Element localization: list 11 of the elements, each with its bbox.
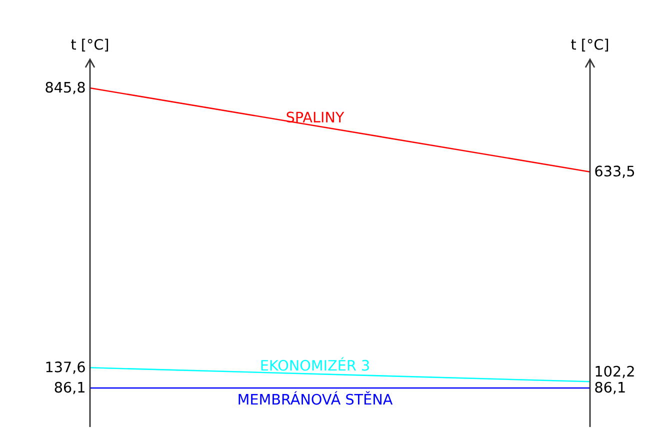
- data-label: 86,1: [595, 382, 625, 394]
- data-label: 845,8: [46, 82, 85, 94]
- data-label: 137,6: [46, 362, 85, 374]
- series-label: MEMBRÁNOVÁ STĚNA: [238, 391, 393, 405]
- data-label: 102,2: [596, 366, 634, 378]
- y2-axis-title: t [°C]: [571, 38, 608, 52]
- y-axis-title: t [°C]: [71, 38, 108, 52]
- series-label: EKONOMIZÉR 3: [261, 357, 369, 371]
- data-label: 633,5: [595, 166, 634, 178]
- series-label: SPALINY: [286, 112, 344, 123]
- data-label: 86,1: [54, 382, 84, 394]
